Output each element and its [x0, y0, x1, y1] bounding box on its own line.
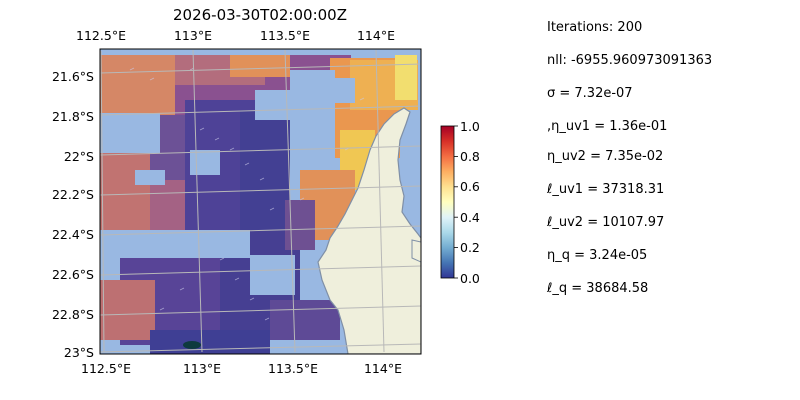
x-ticks-top: 112.5°E 113°E 113.5°E 114°E — [76, 28, 395, 43]
map-panel — [100, 49, 421, 354]
stat-ell-uv1: ℓ_uv1 = 37318.31 — [547, 182, 665, 197]
colorbar-tick: 0.4 — [460, 210, 480, 225]
y-tick: 23°S — [64, 345, 94, 360]
x-ticks-bottom: 112.5°E 113°E 113.5°E 114°E — [81, 361, 402, 376]
stat-iterations: Iterations: 200 — [547, 20, 643, 35]
map-frame — [99, 48, 422, 355]
y-tick: 22.6°S — [52, 267, 94, 282]
x-tick-bottom: 114°E — [364, 361, 402, 376]
stat-eta-q: η_q = 3.24e-05 — [547, 248, 648, 263]
colorbar-gradient — [440, 125, 455, 279]
y-ticks: 21.6°S 21.8°S 22°S 22.2°S 22.4°S 22.6°S … — [52, 69, 94, 360]
y-tick: 22°S — [64, 149, 94, 164]
x-tick-bottom: 113.5°E — [268, 361, 318, 376]
stat-ell-q: ℓ_q = 38684.58 — [547, 281, 649, 296]
x-tick-top: 113.5°E — [260, 28, 310, 43]
colorbar-tick: 0.2 — [460, 240, 480, 255]
x-tick-top: 112.5°E — [76, 28, 126, 43]
stat-eta-uv2: η_uv2 = 7.35e-02 — [547, 149, 664, 164]
y-tick: 22.8°S — [52, 307, 94, 322]
y-tick: 22.2°S — [52, 187, 94, 202]
map-title: 2026-03-30T02:00:00Z — [173, 6, 347, 24]
stat-eta-uv1: ,η_uv1 = 1.36e-01 — [547, 119, 668, 134]
land-mass — [317, 107, 421, 354]
colorbar-tick: 0.6 — [460, 179, 480, 194]
y-tick: 21.8°S — [52, 109, 94, 124]
x-tick-top: 114°E — [357, 28, 395, 43]
island — [411, 239, 421, 263]
colorbar-tick: 1.0 — [460, 119, 480, 134]
graticule — [100, 49, 421, 353]
stat-nll: nll: -6955.960973091363 — [547, 53, 713, 68]
colorbar: 0.0 0.2 0.4 0.6 0.8 1.0 — [440, 119, 480, 286]
x-tick-bottom: 112.5°E — [81, 361, 131, 376]
x-tick-top: 113°E — [174, 28, 212, 43]
x-tick-bottom: 113°E — [183, 361, 221, 376]
stat-ell-uv2: ℓ_uv2 = 10107.97 — [547, 215, 665, 230]
ocean-gaps — [100, 70, 360, 354]
y-tick: 21.6°S — [52, 69, 94, 84]
colorbar-tick: 0.8 — [460, 149, 480, 164]
y-tick: 22.4°S — [52, 227, 94, 242]
stat-sigma: σ = 7.32e-07 — [547, 86, 633, 101]
colorbar-tick: 0.0 — [460, 271, 480, 286]
field-overlay — [100, 55, 418, 354]
dark-feature — [183, 341, 201, 349]
